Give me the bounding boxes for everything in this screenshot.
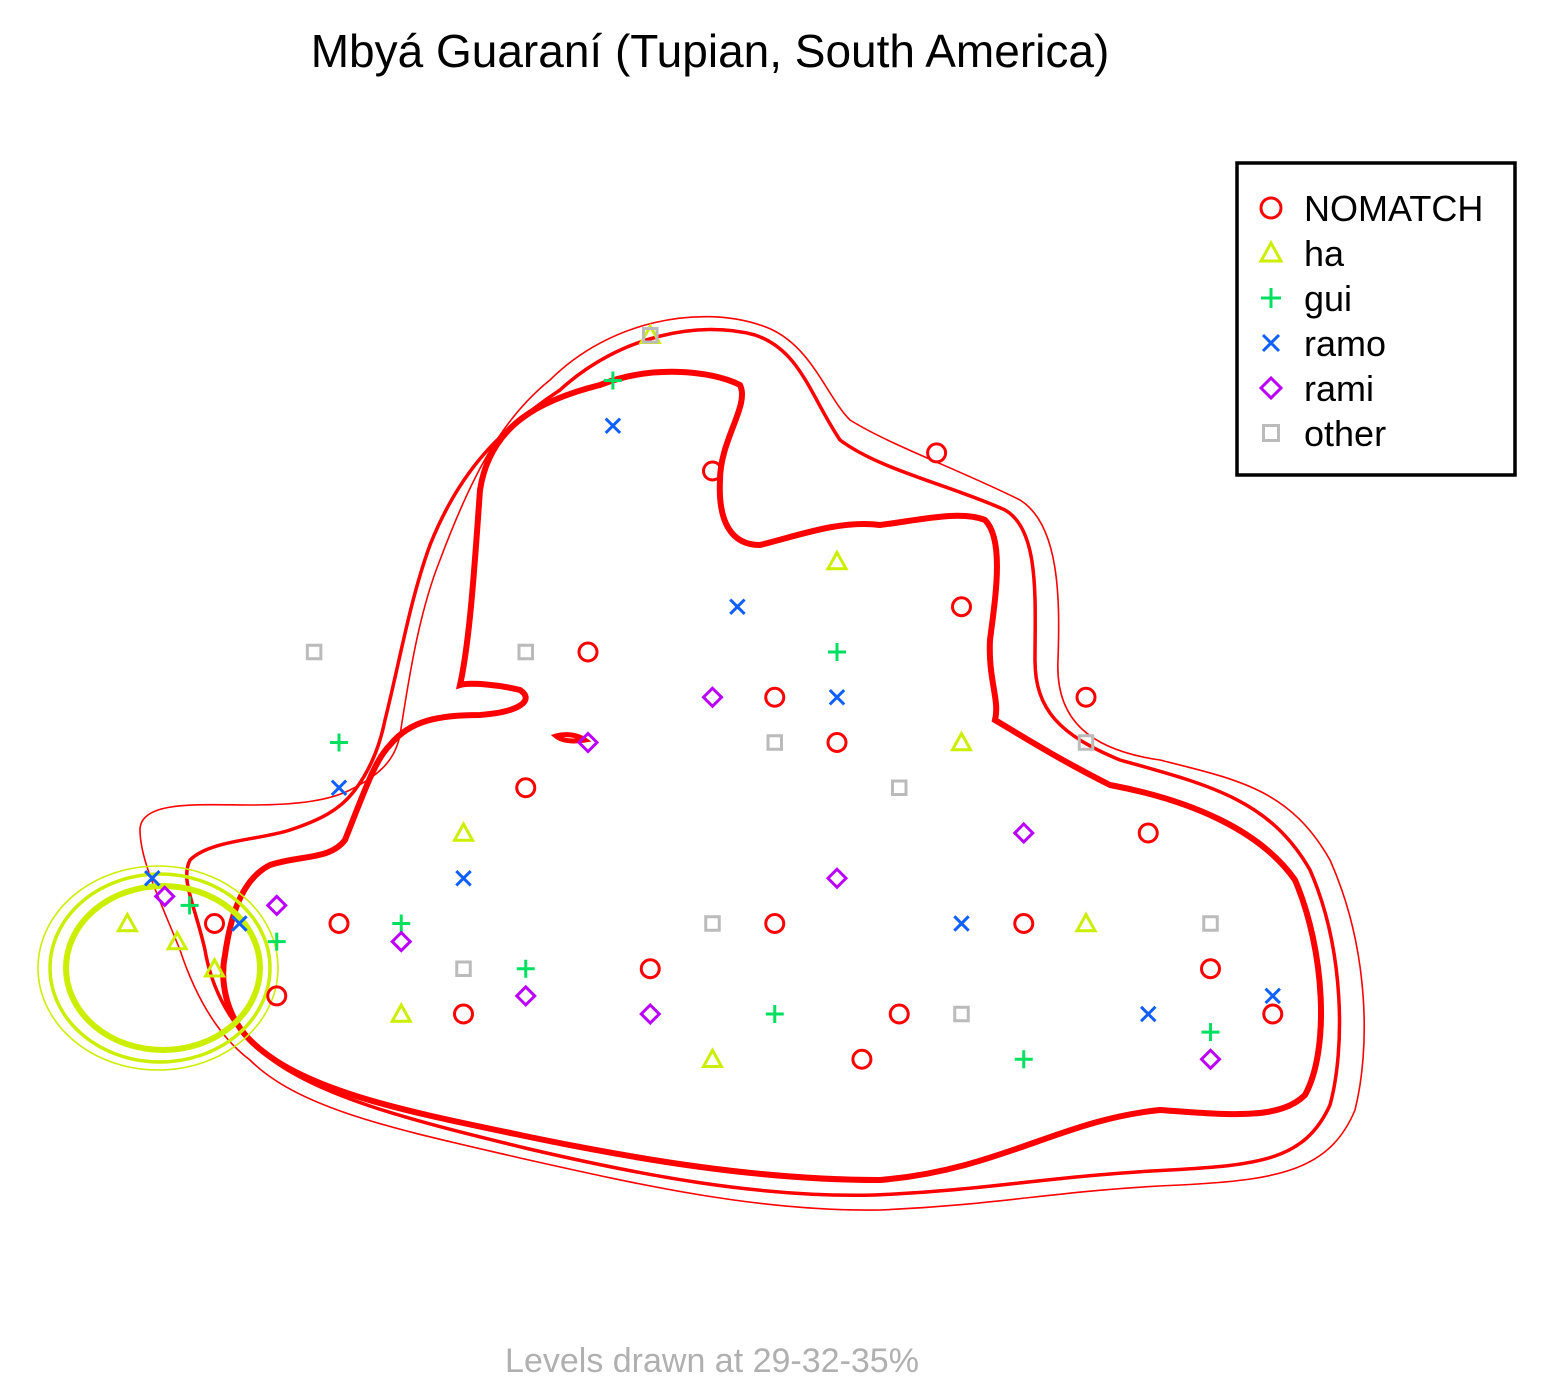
rami-point-2	[390, 930, 413, 953]
nomatch-point-14	[1075, 686, 1097, 708]
ramo-point-0	[143, 869, 161, 887]
legend-label-other: other	[1304, 413, 1386, 454]
nomatch-point-18	[851, 1048, 873, 1070]
nomatch-contour-middle	[185, 327, 1342, 1198]
ha-contour-outer	[37, 865, 279, 1071]
legend-box	[1235, 161, 1517, 477]
nomatch-point-8	[639, 958, 661, 980]
ramo-point-2	[330, 779, 348, 797]
other-point-9	[953, 1005, 970, 1023]
other-point-4	[891, 779, 908, 796]
nomatch-point-16	[204, 913, 225, 934]
gui-point-7	[1014, 1050, 1033, 1069]
ha-contour-inner	[63, 883, 263, 1053]
legend-label-ramo: ramo	[1304, 323, 1386, 364]
ha-contour-middle	[48, 872, 272, 1064]
nomatch-point-10	[1200, 958, 1221, 980]
nomatch-point-12	[577, 641, 599, 663]
rami-point-3	[514, 984, 537, 1008]
nomatch-point-0	[764, 686, 786, 708]
nomatch-point-17	[764, 913, 786, 934]
other-point-7	[455, 960, 472, 977]
ramo-point-8	[1264, 987, 1282, 1005]
nomatch-point-13	[926, 442, 948, 464]
legend-marker-gui	[1261, 288, 1281, 308]
nomatch-point-1	[826, 732, 848, 753]
nomatch-point-2	[702, 460, 723, 482]
nomatch-point-6	[328, 913, 350, 934]
ha-point-8	[1074, 911, 1098, 933]
rami-point-6	[1012, 821, 1035, 845]
ha-point-7	[700, 1047, 725, 1068]
nomatch-point-9	[888, 1003, 910, 1025]
ha-point-2	[202, 956, 227, 978]
gui-point-0	[180, 896, 199, 915]
legend-label-gui: gui	[1304, 278, 1352, 319]
gui-point-3	[603, 371, 622, 390]
gui-point-6	[765, 1005, 784, 1023]
nomatch-point-15	[266, 985, 288, 1007]
nomatch-point-4	[1013, 913, 1035, 934]
legend-label-rami: rami	[1304, 368, 1374, 409]
other-point-1	[517, 643, 534, 661]
ha-point-1	[165, 929, 189, 951]
gui-point-2	[330, 733, 348, 752]
other-point-5	[1077, 734, 1095, 751]
ha-point-9	[949, 730, 974, 752]
legend-marker-other	[1262, 424, 1280, 442]
nomatch-contour-spot	[550, 732, 592, 744]
ha-point-6	[389, 1001, 413, 1023]
nomatch-point-19	[1262, 1003, 1284, 1025]
ramo-point-7	[1139, 1005, 1157, 1023]
ramo-point-5	[828, 688, 846, 706]
gui-point-9	[392, 914, 411, 933]
rami-point-0	[153, 885, 176, 908]
legend-marker-ha	[1258, 239, 1284, 263]
nomatch-point-7	[515, 777, 537, 799]
ramo-point-9	[455, 869, 472, 887]
legend-label-ha: ha	[1304, 233, 1345, 274]
rami-point-5	[825, 867, 849, 890]
ramo-point-3	[604, 417, 622, 435]
ramo-point-4	[729, 598, 746, 616]
gui-point-5	[516, 959, 535, 978]
nomatch-point-11	[453, 1003, 474, 1025]
legend-marker-ramo	[1261, 333, 1281, 353]
other-point-0	[305, 643, 323, 661]
ha-point-5	[451, 820, 476, 842]
other-point-3	[766, 734, 783, 751]
other-point-2	[642, 327, 659, 344]
rami-point-1	[265, 894, 288, 917]
chart-caption: Levels drawn at 29-32-35%	[505, 1342, 919, 1380]
nomatch-point-5	[1137, 822, 1159, 844]
gui-point-4	[828, 643, 846, 661]
rami-point-4	[639, 1002, 662, 1026]
rami-point-9	[701, 686, 724, 709]
gui-point-8	[1201, 1023, 1220, 1042]
chart-title: Mbyá Guaraní (Tupian, South America)	[311, 25, 1110, 77]
other-point-8	[704, 915, 721, 932]
ramo-point-1	[231, 915, 248, 932]
nomatch-point-3	[951, 596, 972, 618]
contour-lines	[37, 315, 1365, 1211]
nomatch-contour-outer	[139, 315, 1365, 1211]
legend-marker-nomatch	[1259, 196, 1283, 220]
rami-point-8	[576, 731, 600, 754]
rami-point-7	[1199, 1048, 1222, 1071]
ramo-point-6	[953, 915, 970, 932]
legend-marker-rami	[1258, 375, 1284, 401]
ha-point-4	[825, 549, 849, 571]
nomatch-contour-inner	[220, 368, 1325, 1184]
legend-label-nomatch: NOMATCH	[1304, 188, 1483, 229]
gui-point-1	[267, 932, 286, 951]
other-point-6	[1202, 915, 1219, 932]
ha-point-0	[115, 911, 139, 933]
data-points	[115, 323, 1284, 1071]
